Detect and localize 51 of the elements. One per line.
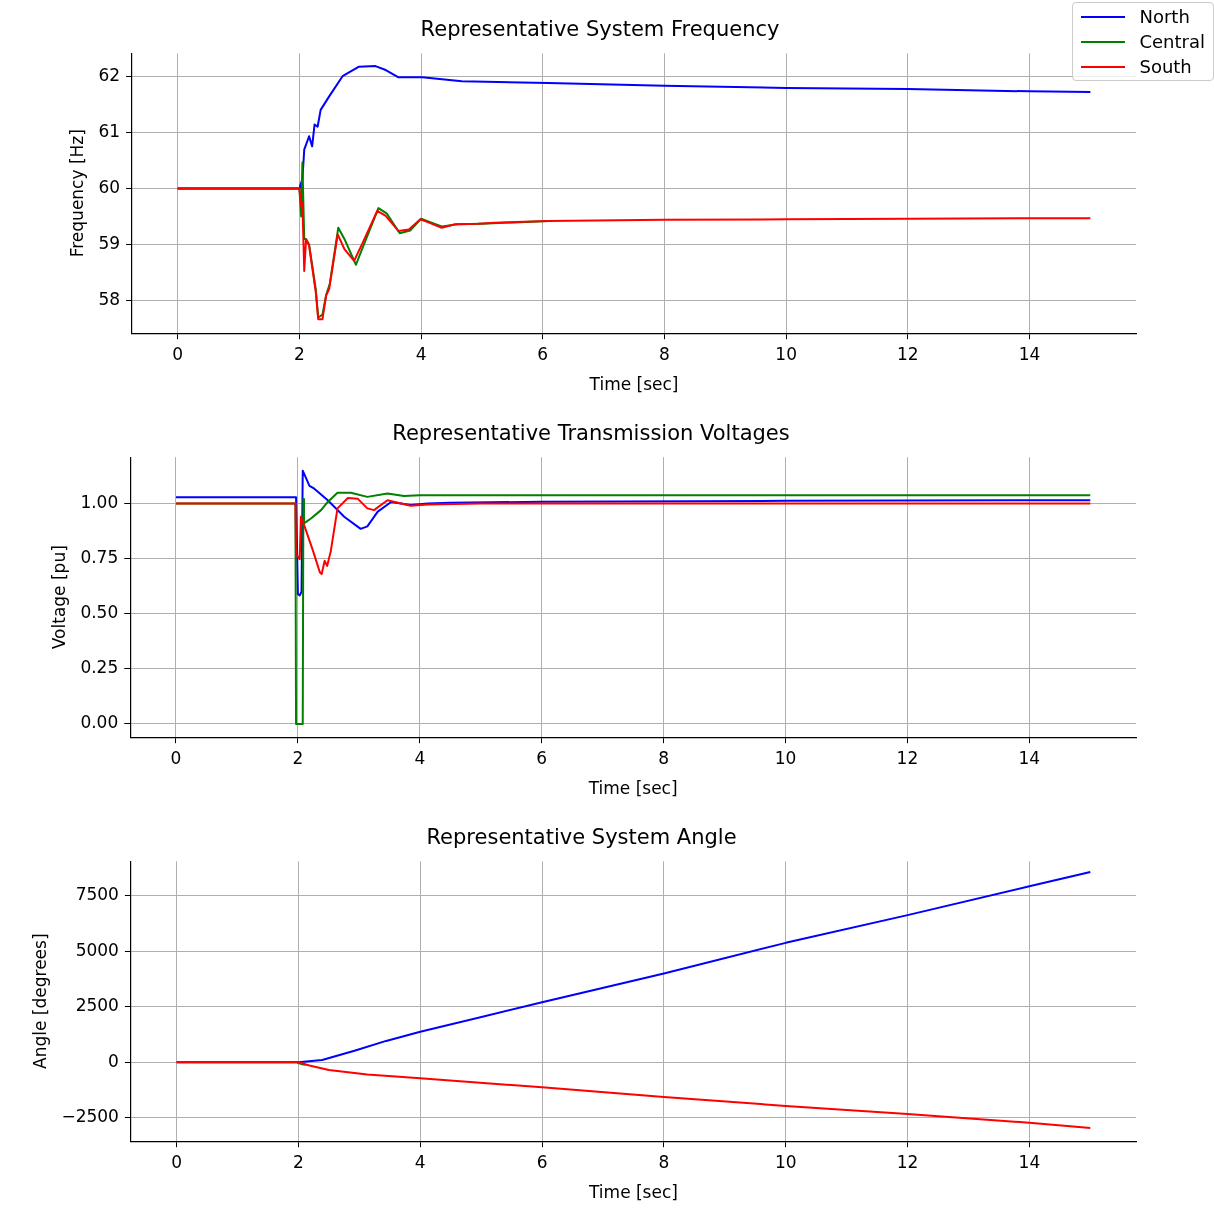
x-tick-label: 14: [1018, 1151, 1041, 1172]
x-tick-label: 2: [292, 747, 304, 768]
chart-title: Representative System Angle: [426, 825, 737, 850]
x-tick-label: 0: [172, 343, 184, 364]
y-tick-label: 62: [98, 64, 121, 85]
y-axis-title: Frequency [Hz]: [66, 129, 87, 258]
x-axis-title: Time [sec]: [587, 1182, 678, 1203]
x-tick-label: 0: [171, 1151, 183, 1172]
x-axis-title: Time [sec]: [588, 374, 679, 395]
y-tick-label: 0.50: [80, 602, 119, 623]
y-tick-label: 7500: [75, 884, 119, 905]
x-tick-label: 14: [1018, 343, 1041, 364]
y-tick-label: 0.75: [80, 547, 119, 568]
chart-title: Representative Transmission Voltages: [392, 421, 790, 446]
y-tick-label: 61: [98, 120, 121, 141]
x-tick-label: 12: [896, 747, 919, 768]
y-axis-title: Voltage [pu]: [48, 545, 69, 650]
x-tick-label: 10: [774, 1151, 797, 1172]
x-tick-label: 6: [536, 747, 548, 768]
y-tick-label: 58: [98, 289, 121, 310]
y-tick-label: 2500: [75, 995, 119, 1016]
y-tick-label: 0: [108, 1050, 119, 1071]
x-tick-label: 6: [536, 1151, 548, 1172]
legend-label: South: [1139, 56, 1192, 77]
y-tick-label: −2500: [61, 1106, 119, 1127]
chart-title: Representative System Frequency: [420, 17, 780, 42]
x-tick-label: 8: [659, 343, 670, 364]
y-tick-label: 0.00: [80, 712, 119, 733]
x-tick-label: 6: [537, 343, 549, 364]
x-tick-label: 10: [774, 747, 797, 768]
y-tick-label: 5000: [75, 939, 119, 960]
x-tick-label: 12: [896, 1151, 919, 1172]
x-tick-label: 14: [1018, 747, 1041, 768]
x-axis-title: Time [sec]: [587, 778, 678, 799]
legend-label: Central: [1139, 31, 1205, 52]
y-tick-label: 0.25: [80, 657, 119, 678]
y-tick-label: 59: [98, 232, 121, 253]
x-tick-label: 0: [170, 747, 182, 768]
x-tick-label: 4: [414, 1151, 426, 1172]
x-tick-label: 4: [414, 747, 426, 768]
x-tick-label: 8: [658, 1151, 670, 1172]
legend-label: North: [1139, 6, 1190, 27]
y-axis-title: Angle [degrees]: [29, 933, 50, 1069]
x-tick-label: 12: [897, 343, 919, 364]
y-tick-label: 1.00: [80, 491, 119, 512]
y-tick-label: 60: [98, 176, 121, 197]
x-tick-label: 10: [775, 343, 797, 364]
x-tick-label: 8: [658, 747, 670, 768]
x-tick-label: 2: [293, 1151, 304, 1172]
x-tick-label: 2: [293, 343, 305, 364]
x-tick-label: 4: [415, 343, 427, 364]
